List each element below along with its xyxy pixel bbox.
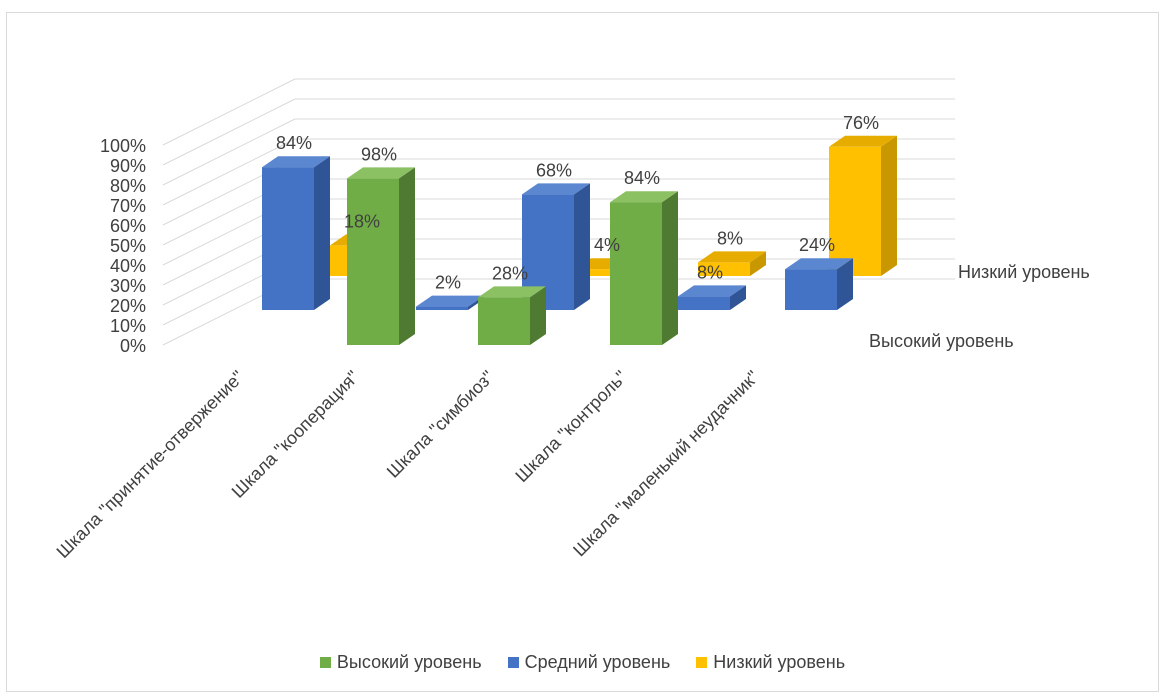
bar-medium-2-top: [522, 183, 590, 195]
bar-high-2-side: [530, 286, 546, 345]
bar-low-2-front: [575, 269, 627, 276]
legend-label-high: Высокий уровень: [336, 652, 482, 672]
y-tick-label: 40%: [110, 256, 146, 276]
y-axis-ticks: 0%10%20%30%40%50%60%70%80%90%100%: [100, 136, 146, 356]
bar-medium-3-side: [730, 285, 746, 310]
y-tick-label: 0%: [120, 336, 146, 356]
data-label-low: 8%: [717, 228, 743, 248]
chart-frame: [6, 12, 1159, 692]
legend-item-high: Высокий уровень: [319, 652, 482, 673]
gridline-diagonal: [162, 78, 296, 146]
bar-high-1: [347, 167, 415, 345]
depth-axis-label-high: Высокий уровень: [869, 331, 1014, 351]
bar-high-3: [610, 191, 678, 345]
bar-medium-2: [522, 183, 590, 310]
bar-low-3-side: [750, 251, 766, 276]
legend-label-medium: Средний уровень: [524, 652, 671, 672]
bar-low-4: [829, 135, 897, 276]
bar-low-4-top: [829, 135, 897, 147]
data-label-medium: 8%: [697, 262, 723, 282]
y-tick-label: 70%: [110, 196, 146, 216]
category-label: Шкала "симбиоз": [383, 367, 498, 482]
bar-medium-3-top: [678, 285, 746, 297]
bar-high-3-side: [662, 191, 678, 345]
bar-medium-1-top: [416, 295, 484, 307]
bar-medium-0-side: [314, 156, 330, 310]
data-label-medium: 24%: [799, 235, 835, 255]
bar-high-2-front: [478, 297, 530, 345]
data-label-medium: 2%: [435, 273, 461, 293]
legend-swatch-high: [319, 657, 331, 668]
bar-medium-3: [678, 285, 746, 310]
category-label: Шкала "принятие-отвержение": [53, 367, 248, 562]
y-tick-label: 20%: [110, 296, 146, 316]
bar-high-3-top: [610, 191, 678, 203]
y-tick-label: 80%: [110, 176, 146, 196]
data-label-low: 18%: [344, 211, 380, 231]
y-tick-label: 30%: [110, 276, 146, 296]
data-label-high: 28%: [492, 263, 528, 283]
data-label-low: 4%: [594, 235, 620, 255]
data-labels: 18% 4% 8% 76% 84% 2% 68% 8% 24% 98% 28% 84%: [276, 113, 879, 293]
bar-medium-4-side: [837, 258, 853, 310]
bar-medium-0-front: [262, 167, 314, 310]
bar-medium-4-top: [785, 258, 853, 270]
category-label: Шкала "контроль": [511, 367, 630, 486]
bar-high-1-top: [347, 167, 415, 179]
data-label-high: 98%: [361, 144, 397, 164]
y-tick-label: 60%: [110, 216, 146, 236]
bar-medium-4: [785, 258, 853, 310]
bar-high-2: [478, 286, 546, 345]
legend: Высокий уровень Средний уровень Низкий у…: [0, 652, 1165, 673]
gridline-diagonal: [162, 98, 296, 166]
bar-medium-1: [416, 295, 484, 310]
gridline-diagonal: [162, 118, 296, 186]
y-tick-label: 10%: [110, 316, 146, 336]
data-label-low: 76%: [843, 113, 879, 133]
depth-axis-label-low: Низкий уровень: [958, 262, 1090, 282]
bar-medium-4-front: [785, 269, 837, 310]
bar-medium-0-top: [262, 156, 330, 168]
gridline-diagonal: [162, 138, 296, 206]
x-axis-labels: Шкала "принятие-отвержение"Шкала "коопер…: [53, 367, 763, 562]
legend-label-low: Низкий уровень: [713, 652, 846, 672]
data-label-high: 84%: [624, 168, 660, 188]
legend-item-low: Низкий уровень: [696, 652, 845, 673]
bar-low-4-side: [881, 135, 897, 276]
y-tick-label: 90%: [110, 156, 146, 176]
data-label-medium: 68%: [536, 160, 572, 180]
bar-high-3-front: [610, 202, 662, 345]
legend-swatch-low: [696, 657, 708, 668]
bar-high-2-top: [478, 286, 546, 298]
data-label-medium: 84%: [276, 133, 312, 153]
bar-low-3-front: [698, 262, 750, 276]
category-label: Шкала "кооперация": [228, 367, 363, 502]
bar-medium-0: [262, 156, 330, 310]
y-tick-label: 100%: [100, 136, 146, 156]
bar-high-1-front: [347, 178, 399, 345]
bar-low-3-top: [698, 251, 766, 263]
bar-low-4-front: [829, 146, 881, 276]
bar-low-3: [698, 251, 766, 276]
y-tick-label: 50%: [110, 236, 146, 256]
bar-medium-3-front: [678, 296, 730, 310]
bar-medium-1-front: [416, 306, 468, 310]
bar-medium-2-side: [574, 183, 590, 310]
legend-swatch-medium: [507, 657, 519, 668]
bar-high-1-side: [399, 167, 415, 345]
legend-item-medium: Средний уровень: [507, 652, 671, 673]
